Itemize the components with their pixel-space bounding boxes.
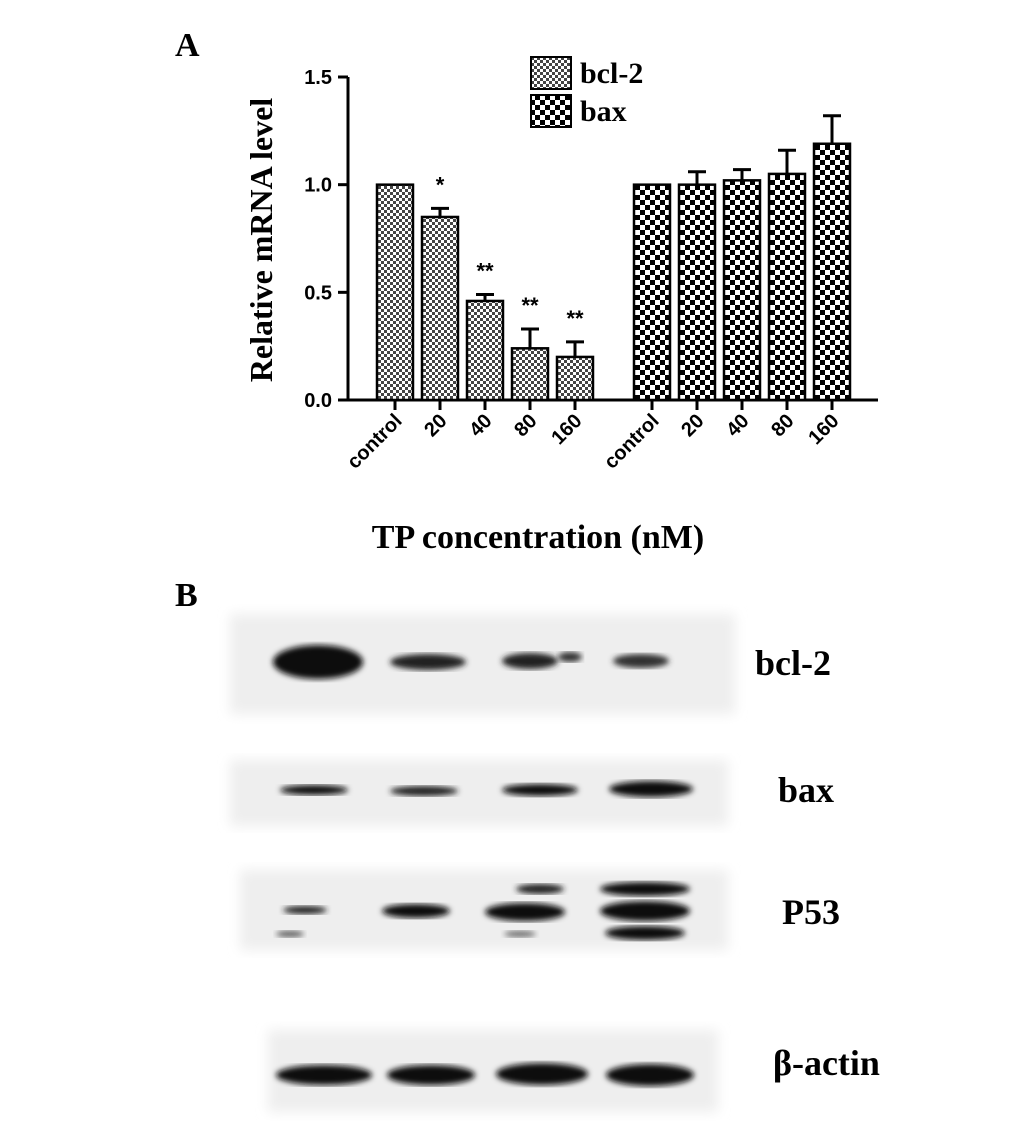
x-tick-label: 20 <box>420 410 451 441</box>
significance-label: ** <box>476 258 494 283</box>
bar <box>722 179 762 402</box>
blot-band <box>387 1065 475 1085</box>
x-tick-label: 80 <box>510 410 541 441</box>
blot-band <box>390 654 466 670</box>
blot-band <box>485 903 565 921</box>
x-tick-label: 160 <box>804 410 843 449</box>
bar <box>465 299 505 402</box>
blot-band <box>504 931 536 937</box>
blot-band <box>609 781 693 797</box>
y-tick-label: 1.5 <box>304 67 332 89</box>
y-axis-label: Relative mRNA level <box>243 98 279 382</box>
blot-band <box>382 904 450 918</box>
y-tick-label: 0.0 <box>304 390 332 412</box>
bar <box>510 347 550 402</box>
blot-band <box>502 653 558 669</box>
blot-panel: bcl-2 bax P53 β-actin <box>230 614 880 1112</box>
x-tick-label: 40 <box>465 410 496 441</box>
blot-band <box>516 884 564 894</box>
blot-band <box>502 784 578 796</box>
blot-band <box>280 785 348 795</box>
blot-band <box>600 882 690 896</box>
bar <box>375 183 415 402</box>
blot-band <box>605 926 685 940</box>
blot-band <box>613 654 669 668</box>
panel-label: B <box>175 577 198 614</box>
bar <box>632 183 672 402</box>
bar <box>420 215 460 402</box>
blot-band <box>276 1065 372 1085</box>
blot-band <box>606 1064 694 1086</box>
significance-label: ** <box>566 306 584 331</box>
legend-label: bcl-2 <box>580 57 643 90</box>
x-tick-label: 20 <box>677 410 708 441</box>
bar <box>555 355 595 402</box>
y-tick-label: 1.0 <box>304 175 332 197</box>
y-tick-label: 0.5 <box>304 282 332 304</box>
x-tick-label: 160 <box>547 410 586 449</box>
bar <box>767 172 807 402</box>
x-tick-label: 80 <box>767 410 798 441</box>
legend-label: bax <box>580 95 627 128</box>
blot-band <box>558 652 582 662</box>
blot-label: bax <box>778 770 834 810</box>
x-tick-label: 40 <box>722 410 753 441</box>
x-tick-label: control <box>343 410 406 473</box>
panel-label: A <box>175 27 200 64</box>
legend-swatch <box>530 94 572 128</box>
bar <box>812 142 852 402</box>
legend-swatch <box>530 56 572 90</box>
blot-label: β-actin <box>773 1043 880 1083</box>
blot-band <box>390 786 458 796</box>
blot-band <box>283 906 327 914</box>
blot-label: P53 <box>782 892 840 932</box>
blot-label: bcl-2 <box>755 643 831 683</box>
significance-label: * <box>436 172 445 197</box>
x-axis-label: TP concentration (nM) <box>372 519 704 556</box>
blot-band <box>273 645 363 679</box>
blot-band <box>600 901 690 921</box>
bar <box>677 183 717 402</box>
blot-band <box>496 1063 588 1085</box>
x-tick-label: control <box>600 410 663 473</box>
blot-band <box>276 931 304 937</box>
significance-label: ** <box>521 293 539 318</box>
